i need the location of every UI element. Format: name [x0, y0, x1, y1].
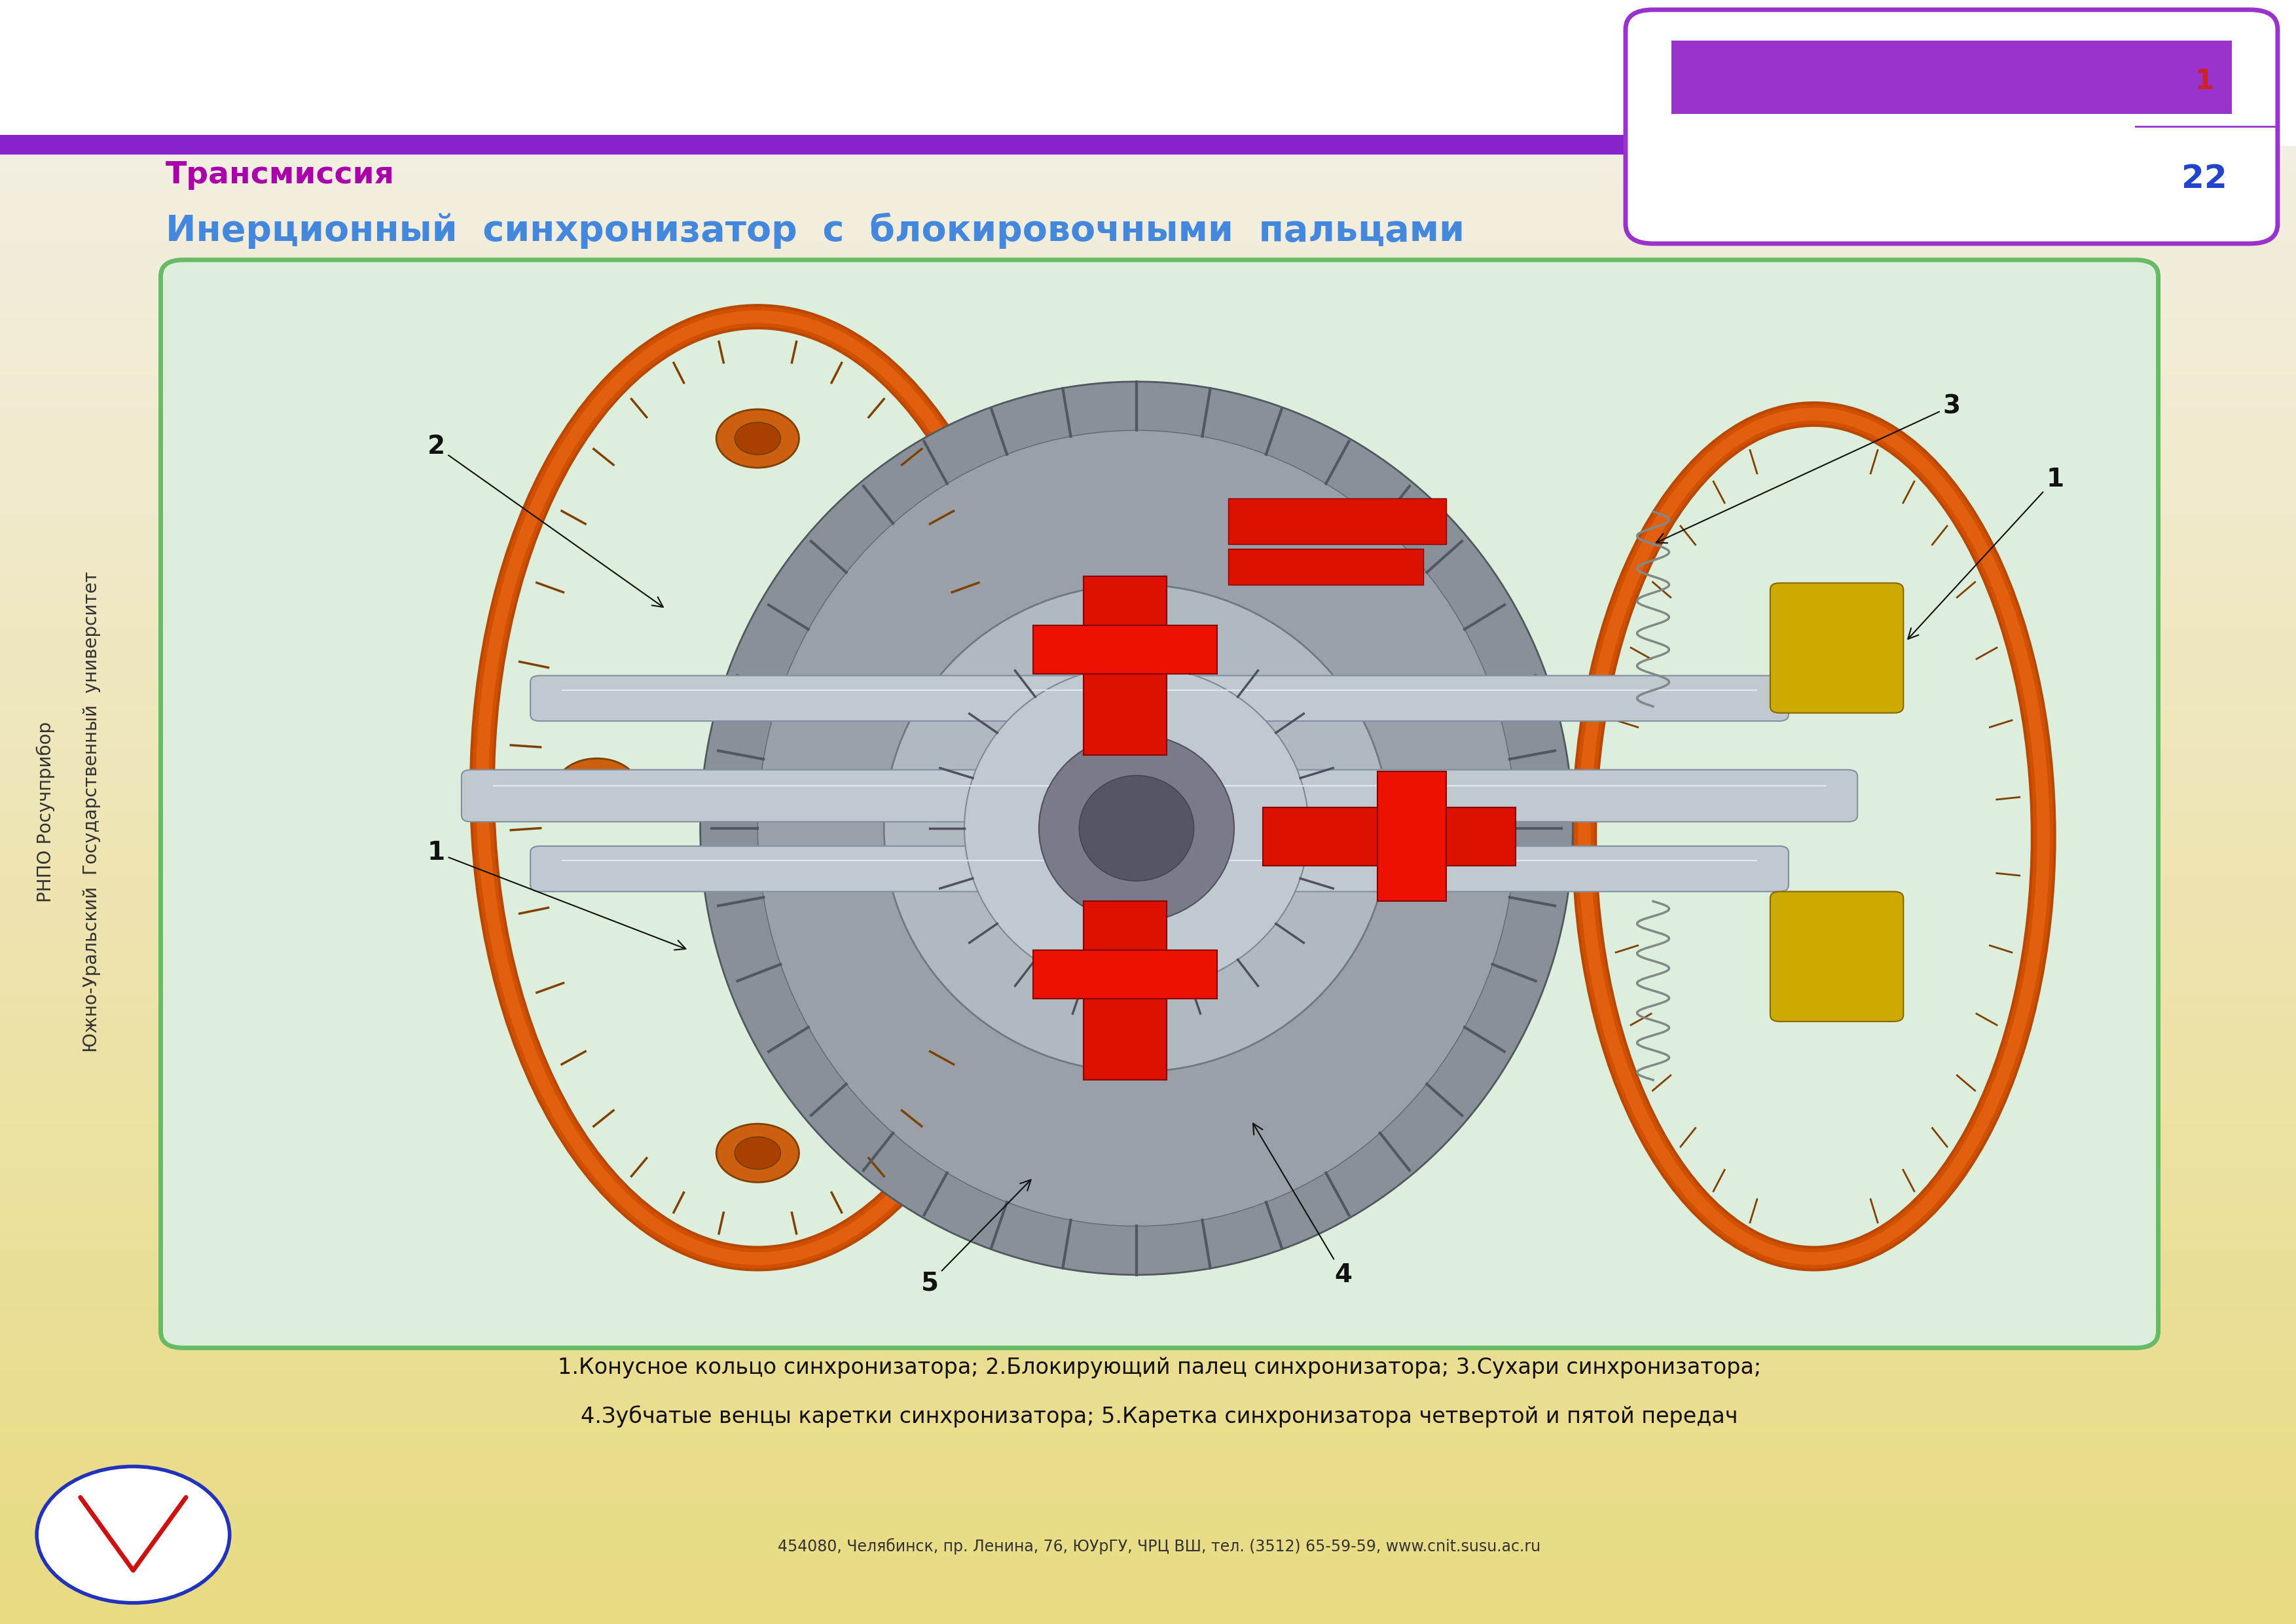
Text: 4: 4 — [1254, 1124, 1352, 1288]
Circle shape — [716, 1124, 799, 1182]
Bar — [1263, 807, 1515, 866]
Text: 22: 22 — [2181, 162, 2227, 195]
FancyBboxPatch shape — [1770, 583, 1903, 713]
Circle shape — [37, 1466, 230, 1603]
Bar — [1084, 901, 1166, 1080]
Ellipse shape — [964, 666, 1309, 991]
Text: 2: 2 — [427, 434, 664, 607]
Bar — [1084, 577, 1166, 755]
Ellipse shape — [1038, 734, 1235, 921]
Bar — [1033, 625, 1217, 674]
Ellipse shape — [758, 430, 1515, 1226]
Circle shape — [556, 758, 638, 817]
FancyBboxPatch shape — [530, 846, 1789, 892]
Text: 1: 1 — [427, 840, 687, 950]
Text: 454080, Челябинск, пр. Ленина, 76, ЮУрГУ, ЧРЦ ВШ, тел. (3512) 65-59-59, www.cnit: 454080, Челябинск, пр. Ленина, 76, ЮУрГУ… — [778, 1538, 1541, 1554]
Text: 1: 1 — [1908, 466, 2064, 638]
Text: Устройство  автомобилей: Устройство автомобилей — [1825, 62, 2069, 81]
FancyBboxPatch shape — [461, 770, 1857, 822]
Text: 4.Зубчатые венцы каретки синхронизатора; 5.Каретка синхронизатора четвертой и пя: 4.Зубчатые венцы каретки синхронизатора;… — [581, 1405, 1738, 1427]
Circle shape — [716, 409, 799, 468]
Ellipse shape — [700, 382, 1573, 1275]
Text: Инерционный  синхронизатор  с  блокировочными  пальцами: Инерционный синхронизатор с блокировочны… — [165, 213, 1465, 248]
Circle shape — [574, 771, 620, 804]
Text: РНПО Росучприбор: РНПО Росучприбор — [37, 721, 55, 903]
Ellipse shape — [884, 585, 1389, 1072]
FancyBboxPatch shape — [530, 676, 1789, 721]
Text: Трансмиссия: Трансмиссия — [165, 161, 395, 190]
Bar — [0, 135, 1653, 154]
Text: 3: 3 — [1655, 393, 1961, 542]
Circle shape — [735, 1137, 781, 1169]
Bar — [1378, 771, 1446, 901]
Bar — [1671, 41, 2232, 114]
Ellipse shape — [1079, 776, 1194, 880]
Text: 5: 5 — [921, 1179, 1031, 1296]
Bar — [1228, 549, 1424, 585]
Text: Южно-Уральский  Государственный  университет: Южно-Уральский Государственный университ… — [83, 572, 101, 1052]
Bar — [1228, 499, 1446, 544]
Text: 1: 1 — [2195, 68, 2213, 94]
FancyBboxPatch shape — [1770, 892, 1903, 1021]
FancyBboxPatch shape — [1626, 10, 2278, 244]
Circle shape — [735, 422, 781, 455]
Text: 1.Конусное кольцо синхронизатора; 2.Блокирующий палец синхронизатора; 3.Сухари с: 1.Конусное кольцо синхронизатора; 2.Блок… — [558, 1356, 1761, 1379]
FancyBboxPatch shape — [161, 260, 2158, 1348]
Bar — [0, 0, 2296, 146]
Bar — [1033, 950, 1217, 999]
